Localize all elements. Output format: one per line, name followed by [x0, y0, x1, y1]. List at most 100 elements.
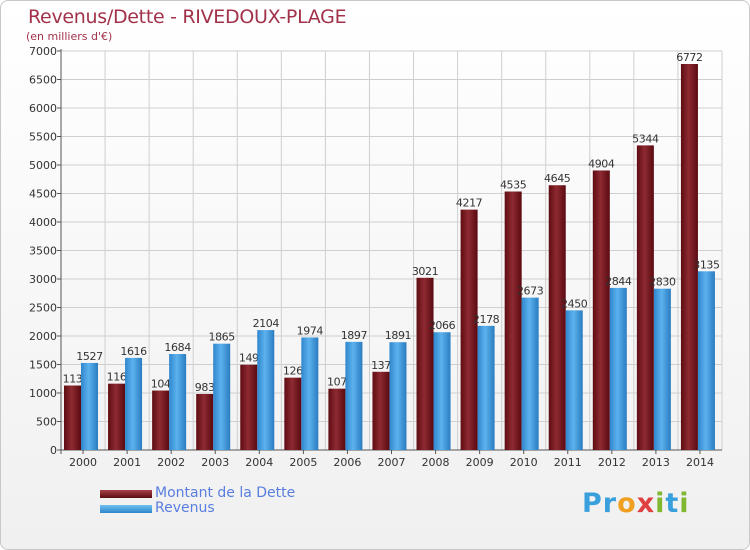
x-tick-label: 2008 [422, 456, 450, 469]
legend-label-revenus: Revenus [155, 500, 215, 516]
data-label-revenus: 1891 [385, 329, 411, 342]
proxiti-logo: Proxiti [582, 488, 690, 519]
data-label-dette: 3021 [412, 265, 438, 278]
x-tick-label: 2007 [378, 456, 406, 469]
bar-dette [636, 145, 654, 450]
data-label-dette: 4904 [588, 157, 615, 170]
logo-letter: t [665, 488, 680, 519]
y-tick-label: 1500 [29, 359, 57, 372]
y-tick-label: 6000 [29, 102, 57, 115]
y-tick-label: 2500 [29, 302, 57, 315]
data-label-revenus: 2066 [429, 319, 456, 332]
data-label-dette: 983 [195, 381, 215, 394]
y-tick-label: 0 [50, 444, 57, 457]
bar-revenus [477, 325, 495, 450]
y-tick-label: 7000 [29, 45, 57, 58]
data-label-dette: 104 [151, 378, 171, 391]
data-label-revenus: 2844 [605, 275, 632, 288]
bar-revenus [301, 337, 319, 450]
y-tick-label: 2000 [29, 330, 57, 343]
y-tick-label: 6500 [29, 74, 57, 87]
data-label-dette: 126 [283, 365, 303, 378]
data-label-dette: 137 [371, 359, 391, 372]
y-tick-label: 3000 [29, 273, 57, 286]
bar-dette [548, 185, 566, 451]
data-label-dette: 107 [327, 376, 347, 389]
bar-revenus [345, 341, 363, 450]
data-label-dette: 4535 [500, 179, 527, 192]
bar-dette [680, 63, 698, 450]
x-tick-label: 2010 [510, 456, 538, 469]
bar-dette [284, 377, 302, 450]
logo-letter: r [602, 488, 618, 519]
data-label-dette: 4645 [544, 172, 571, 185]
bar-dette [504, 191, 522, 450]
y-tick-label: 5500 [29, 131, 57, 144]
data-label-revenus: 2830 [649, 276, 676, 289]
legend-swatch-revenus [100, 505, 152, 513]
data-label-revenus: 3135 [693, 258, 720, 271]
data-label-revenus: 2450 [561, 297, 588, 310]
data-label-dette: 116 [107, 371, 127, 384]
legend-swatch-dette [100, 490, 152, 498]
bar-dette [196, 393, 214, 450]
data-label-dette: 149 [239, 352, 259, 365]
bar-dette [372, 371, 390, 450]
bar-revenus [169, 354, 187, 450]
bar-dette [64, 385, 81, 450]
x-tick-label: 2013 [642, 456, 670, 469]
y-tick-label: 500 [36, 416, 57, 429]
chart-title: Revenus/Dette - RIVEDOUX-PLAGE [28, 6, 347, 28]
x-tick-label: 2003 [201, 456, 229, 469]
logo-letter: i [655, 488, 666, 519]
bar-revenus [213, 343, 231, 450]
data-label-revenus: 1527 [76, 350, 103, 363]
bar-revenus [81, 362, 98, 450]
bar-revenus [653, 288, 671, 450]
y-tick-label: 5000 [29, 159, 57, 172]
bar-dette [152, 390, 170, 450]
y-tick-label: 3500 [29, 245, 57, 258]
data-label-revenus: 2673 [517, 285, 544, 298]
bar-revenus [389, 342, 407, 450]
x-tick-label: 2006 [333, 456, 361, 469]
data-label-revenus: 1684 [164, 341, 191, 354]
x-tick-label: 2001 [113, 456, 141, 469]
logo-letter: o [617, 488, 637, 519]
x-tick-label: 2000 [69, 456, 97, 469]
x-tick-label: 2004 [245, 456, 273, 469]
y-tick-label: 4000 [29, 216, 57, 229]
data-label-dette: 6772 [676, 51, 702, 64]
y-tick-label: 1000 [29, 387, 57, 400]
bar-revenus [609, 287, 627, 450]
logo-letter: i [679, 488, 690, 519]
bar-revenus [125, 357, 143, 450]
data-label-revenus: 2178 [473, 313, 500, 326]
data-label-dette: 113 [63, 373, 83, 386]
data-label-dette: 5344 [632, 132, 659, 145]
bar-dette [460, 209, 478, 450]
bar-revenus [257, 330, 275, 450]
data-label-revenus: 2104 [253, 317, 280, 330]
bar-revenus [697, 271, 715, 450]
data-label-revenus: 1616 [120, 345, 147, 358]
x-tick-label: 2014 [686, 456, 714, 469]
bar-revenus [521, 297, 539, 450]
data-label-revenus: 1897 [341, 329, 368, 342]
bar-dette [108, 383, 126, 450]
data-label-revenus: 1865 [208, 331, 235, 344]
bar-revenus [565, 310, 583, 450]
bar-dette [416, 277, 434, 450]
logo-letter: x [636, 488, 656, 519]
x-tick-label: 2009 [466, 456, 494, 469]
x-tick-label: 2011 [554, 456, 582, 469]
bar-dette [592, 170, 610, 451]
bar-dette [328, 388, 346, 450]
data-label-dette: 4217 [456, 197, 483, 210]
bar-revenus [433, 332, 451, 450]
bar-dette [240, 364, 258, 450]
legend-label-dette: Montant de la Dette [155, 485, 296, 501]
chart-subtitle: (en milliers d'€) [26, 30, 113, 43]
